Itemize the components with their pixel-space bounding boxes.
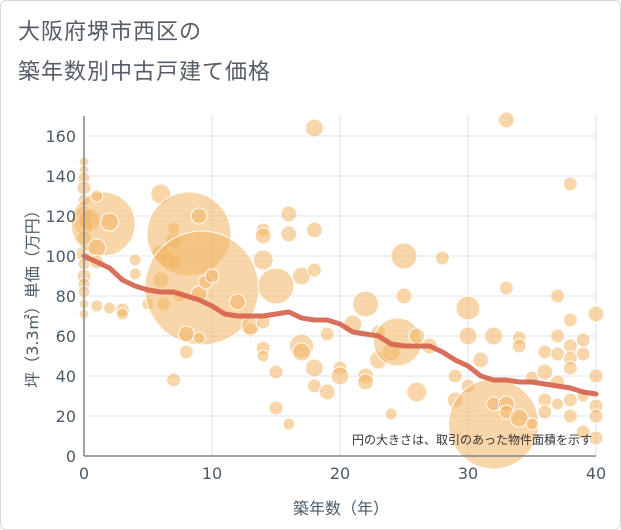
- data-point: [575, 332, 591, 348]
- trend-line: [81, 253, 599, 397]
- data-point: [458, 326, 478, 346]
- data-point: [280, 225, 298, 243]
- data-point: [588, 368, 604, 384]
- data-point: [447, 368, 463, 384]
- data-point: [282, 417, 296, 431]
- data-point: [90, 189, 104, 203]
- chart-title-line2: 築年数別中古戸建て価格: [18, 60, 272, 85]
- data-point: [498, 280, 514, 296]
- y-tick-label: 40: [56, 367, 76, 386]
- bubble-size-note: 円の大きさは、取引のあった物件面積を示す: [352, 432, 592, 447]
- axes: [83, 116, 596, 457]
- data-point: [575, 424, 591, 440]
- data-point: [551, 397, 565, 411]
- tick-labels: 0 20 40 60 80 100 120 140 160 0 10 20 30 40: [45, 127, 606, 483]
- data-point: [204, 268, 220, 284]
- x-tick-label: 40: [586, 464, 606, 483]
- data-point: [562, 408, 578, 424]
- data-point: [128, 253, 142, 267]
- data-point: [390, 242, 418, 270]
- data-point: [90, 299, 104, 313]
- y-tick-label: 20: [56, 407, 76, 426]
- data-point: [509, 408, 529, 428]
- x-tick-label: 30: [458, 464, 478, 483]
- data-point: [229, 293, 247, 311]
- data-point: [306, 262, 322, 278]
- data-point: [115, 307, 129, 321]
- data-point: [192, 331, 206, 345]
- data-point: [280, 205, 298, 223]
- data-point: [511, 338, 527, 354]
- data-point: [406, 381, 428, 403]
- x-tick-label: 0: [79, 464, 89, 483]
- y-tick-label: 80: [56, 287, 76, 306]
- data-point: [256, 349, 270, 363]
- data-point: [292, 342, 312, 362]
- data-point: [330, 366, 350, 386]
- data-point: [575, 346, 591, 362]
- data-point: [257, 267, 295, 305]
- y-axis-label: 坪（3.3㎡）単価（万円）: [23, 202, 42, 387]
- data-point: [536, 363, 554, 381]
- x-tick-label: 10: [202, 464, 222, 483]
- data-point: [128, 267, 142, 281]
- data-point: [550, 346, 566, 362]
- data-point: [550, 328, 566, 344]
- data-point: [525, 417, 539, 431]
- data-point: [537, 344, 553, 360]
- data-point: [268, 400, 284, 416]
- data-point: [177, 325, 195, 343]
- data-point: [395, 287, 413, 305]
- data-point: [103, 301, 117, 315]
- data-point: [384, 407, 398, 421]
- data-point: [550, 288, 566, 304]
- data-point: [304, 358, 324, 378]
- data-point: [434, 250, 450, 266]
- data-point: [166, 372, 182, 388]
- data-point: [455, 295, 481, 321]
- data-point: [562, 176, 578, 192]
- data-point: [304, 118, 324, 138]
- data-point: [497, 111, 515, 129]
- data-point: [178, 344, 194, 360]
- data-point: [562, 312, 578, 328]
- x-tick-label: 20: [330, 464, 350, 483]
- data-point: [357, 373, 375, 391]
- y-tick-label: 140: [45, 167, 76, 186]
- data-point: [268, 364, 284, 380]
- data-point: [484, 326, 504, 346]
- y-tick-label: 100: [45, 247, 76, 266]
- data-point: [252, 249, 274, 271]
- data-point: [587, 305, 605, 323]
- y-tick-label: 160: [45, 127, 76, 146]
- data-point: [352, 290, 380, 318]
- data-point: [562, 360, 578, 376]
- data-point: [100, 212, 120, 232]
- data-point: [254, 227, 272, 245]
- data-point: [190, 207, 208, 225]
- data-point: [318, 383, 336, 401]
- y-tick-label: 120: [45, 207, 76, 226]
- data-point: [562, 392, 578, 408]
- data-point: [588, 430, 604, 446]
- data-point: [87, 238, 107, 258]
- y-tick-label: 0: [66, 447, 76, 466]
- data-point: [472, 351, 490, 369]
- data-point: [537, 404, 553, 420]
- data-point: [305, 221, 323, 239]
- x-axis-label: 築年数（年）: [293, 499, 389, 518]
- chart-title-line1: 大阪府堺市西区の: [18, 20, 203, 45]
- data-point: [319, 326, 335, 342]
- data-point: [588, 408, 604, 424]
- y-tick-label: 60: [56, 327, 76, 346]
